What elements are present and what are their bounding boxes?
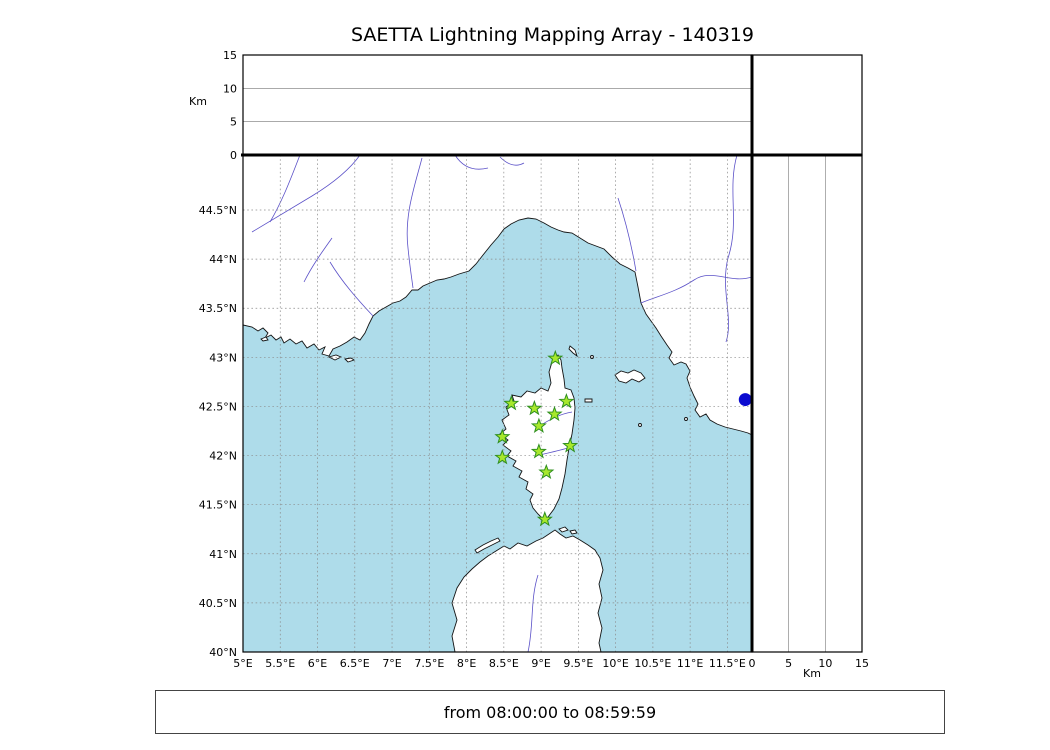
lon-tick-label: 6°E xyxy=(308,657,327,670)
lon-tick-label: 9°E xyxy=(531,657,550,670)
maddalena-island xyxy=(558,526,569,533)
station-star-marker xyxy=(494,449,511,465)
river xyxy=(640,275,752,304)
lon-tick-label: 11°E xyxy=(677,657,703,670)
lat-tick-label: 41°N xyxy=(209,548,237,561)
river xyxy=(303,237,333,283)
lon-tick-label: 8°E xyxy=(457,657,476,670)
lon-tick-label: 5.5°E xyxy=(265,657,295,670)
lon-tick-label: 7°E xyxy=(382,657,401,670)
right-panel-tick-label: 10 xyxy=(818,657,832,670)
top-right-panel-border xyxy=(751,54,863,156)
lat-tick-label: 42.5°N xyxy=(199,400,237,413)
lat-tick-label: 43.5°N xyxy=(199,302,237,315)
maddalena-island-2 xyxy=(569,529,578,535)
right-altitude-panel-border xyxy=(751,154,863,653)
station-star-marker xyxy=(538,463,555,480)
capraia-island xyxy=(568,345,578,358)
station-star-marker xyxy=(558,393,575,409)
river xyxy=(454,155,489,170)
lat-tick-label: 41.5°N xyxy=(199,499,237,512)
lon-tick-label: 10.5°E xyxy=(634,657,671,670)
tick-labels-layer: 5°E 5.5°E 6°E 6.5°E 7°E 7.5°E 8°E 8.5°E 9°E 9.5°E… xyxy=(199,49,869,670)
station-star-marker xyxy=(526,399,543,416)
top-panel-tick-label: 0 xyxy=(230,149,237,162)
lon-tick-label: 10°E xyxy=(602,657,628,670)
panel-borders xyxy=(241,54,863,653)
panel-gridlines xyxy=(243,88,826,652)
lon-tick-label: 7.5°E xyxy=(414,657,444,670)
markers-layer xyxy=(494,349,752,527)
river xyxy=(406,157,423,289)
lon-tick-label: 5°E xyxy=(233,657,252,670)
elba-island xyxy=(614,369,646,384)
river xyxy=(499,156,525,166)
asinara-island xyxy=(474,537,501,554)
top-panel-tick-label: 15 xyxy=(223,49,237,62)
right-panel-tick-label: 5 xyxy=(785,657,792,670)
station-star-marker xyxy=(536,510,553,527)
lon-tick-label: 6.5°E xyxy=(340,657,370,670)
frioul-island xyxy=(260,336,269,342)
sardinia-island xyxy=(451,529,604,652)
right-panel-axis-label: Km xyxy=(803,667,821,680)
river xyxy=(269,155,301,223)
top-altitude-panel-border xyxy=(242,54,753,156)
top-panel-axis-label: Km xyxy=(189,95,207,108)
giglio-island xyxy=(684,417,688,421)
station-star-marker xyxy=(546,405,563,422)
montecristo-island xyxy=(638,423,642,427)
river xyxy=(527,574,539,652)
station-star-marker xyxy=(530,417,547,434)
river xyxy=(617,197,637,272)
station-star-marker xyxy=(503,395,520,411)
top-panel-tick-label: 5 xyxy=(230,116,237,129)
station-star-marker xyxy=(547,349,564,366)
page-title: SAETTA Lightning Mapping Array - 140319 xyxy=(351,24,754,46)
lat-tick-label: 44.5°N xyxy=(199,204,237,217)
caption-box: from 08:00:00 to 08:59:59 xyxy=(155,690,945,734)
river xyxy=(329,261,374,317)
corsica-island xyxy=(499,354,576,520)
rivers-layer xyxy=(251,155,752,652)
top-panel-tick-label: 10 xyxy=(223,82,237,95)
lon-tick-label: 8.5°E xyxy=(489,657,519,670)
caption-text: from 08:00:00 to 08:59:59 xyxy=(443,702,657,722)
lat-tick-label: 40.5°N xyxy=(199,597,237,610)
land-layer xyxy=(243,155,752,652)
lat-tick-label: 42°N xyxy=(209,450,237,463)
pianosa-island xyxy=(584,398,593,403)
porquerolles-island-2 xyxy=(344,357,356,363)
station-star-marker xyxy=(562,437,579,453)
lon-tick-label: 11.5°E xyxy=(709,657,746,670)
station-star-marker xyxy=(530,443,547,459)
blue-dot-marker xyxy=(738,393,752,407)
river xyxy=(725,155,738,343)
mainland-coastline xyxy=(243,155,752,436)
lat-tick-label: 43°N xyxy=(209,351,237,364)
map-gridlines xyxy=(242,155,752,653)
lat-tick-label: 40°N xyxy=(209,646,237,659)
lon-tick-label: 9.5°E xyxy=(563,657,593,670)
lat-tick-label: 44°N xyxy=(209,253,237,266)
right-panel-tick-label: 0 xyxy=(749,657,756,670)
station-star-marker xyxy=(494,428,511,444)
right-panel-tick-label: 15 xyxy=(855,657,869,670)
river xyxy=(251,155,361,233)
